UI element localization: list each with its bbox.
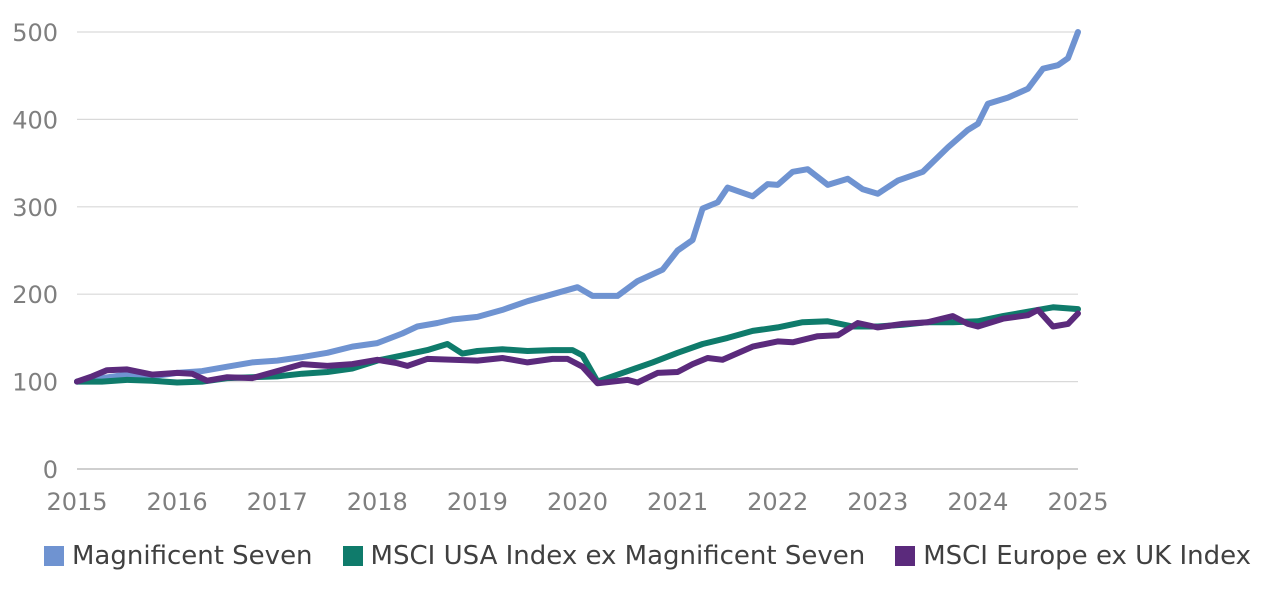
- y-tick-label: 0: [43, 456, 58, 484]
- y-tick-label: 100: [12, 369, 58, 397]
- x-tick-label: 2017: [247, 488, 308, 516]
- legend-swatch-msci-europe-ex-uk: [895, 546, 916, 566]
- series-line-msci-usa-ex-mag7: [74, 304, 1081, 386]
- x-axis-tick-labels: 2015 2016 2017 2018 2019 2020 2021 2022 2023 2024…: [46, 488, 1108, 516]
- y-axis-tick-labels: 0 100 200 300 400 500: [12, 19, 58, 484]
- legend-item-msci-europe-ex-uk: MSCI Europe ex UK Index: [895, 541, 1251, 571]
- y-tick-label: 400: [12, 106, 58, 134]
- legend-item-magnificent-seven: Magnificent Seven: [44, 541, 313, 571]
- y-tick-label: 300: [12, 194, 58, 222]
- x-tick-label: 2020: [547, 488, 608, 516]
- series-line-magnificent-seven: [74, 29, 1081, 385]
- legend-label-msci-usa-ex-mag7: MSCI USA Index ex Magnificent Seven: [370, 541, 866, 571]
- legend-item-msci-usa-ex-mag7: MSCI USA Index ex Magnificent Seven: [342, 541, 866, 571]
- legend: Magnificent Seven MSCI USA Index ex Magn…: [44, 536, 1251, 576]
- x-tick-label: 2025: [1047, 488, 1108, 516]
- legend-swatch-msci-usa-ex-mag7: [342, 546, 363, 566]
- x-tick-label: 2021: [647, 488, 708, 516]
- legend-swatch-magnificent-seven: [44, 546, 64, 566]
- x-tick-label: 2024: [947, 488, 1008, 516]
- series-lines: [74, 29, 1081, 387]
- x-tick-label: 2023: [847, 488, 908, 516]
- x-tick-label: 2016: [147, 488, 208, 516]
- legend-label-msci-europe-ex-uk: MSCI Europe ex UK Index: [923, 541, 1252, 571]
- x-tick-label: 2022: [747, 488, 808, 516]
- legend-label-magnificent-seven: Magnificent Seven: [72, 541, 313, 571]
- x-tick-label: 2015: [46, 488, 107, 516]
- x-tick-label: 2019: [447, 488, 508, 516]
- gridlines: [77, 31, 1078, 470]
- y-tick-label: 200: [12, 281, 58, 309]
- y-tick-label: 500: [12, 19, 58, 47]
- series-line-msci-europe-ex-uk: [74, 306, 1081, 387]
- x-tick-label: 2018: [347, 488, 408, 516]
